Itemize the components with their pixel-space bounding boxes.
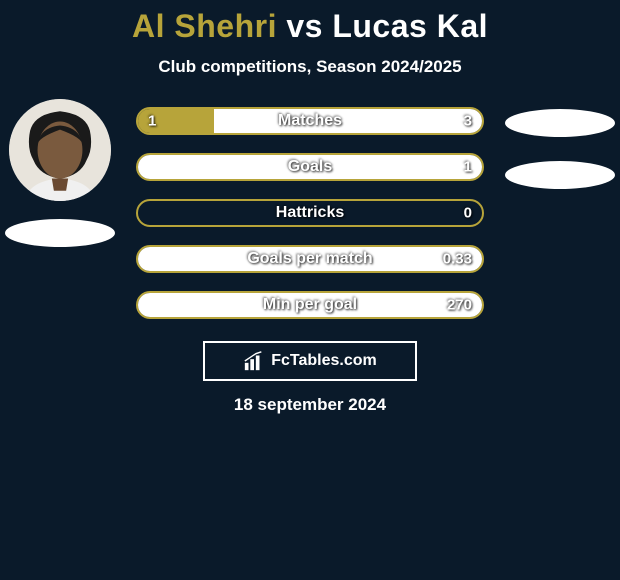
stat-row: Goals per match 0.33 bbox=[136, 245, 484, 273]
stat-label: Matches bbox=[278, 112, 342, 130]
stat-value-right: 270 bbox=[447, 297, 472, 314]
stat-value-right: 3 bbox=[464, 113, 472, 130]
brand-text: FcTables.com bbox=[271, 352, 377, 370]
stat-row: Hattricks 0 bbox=[136, 199, 484, 227]
stat-row: Goals 1 bbox=[136, 153, 484, 181]
stat-label: Min per goal bbox=[263, 296, 357, 314]
player2-club-badge-1 bbox=[505, 109, 615, 137]
player1-club-badge bbox=[5, 219, 115, 247]
stat-label: Goals per match bbox=[247, 250, 372, 268]
chart-icon bbox=[243, 350, 265, 372]
subtitle: Club competitions, Season 2024/2025 bbox=[0, 57, 620, 77]
stat-value-right: 0 bbox=[464, 205, 472, 222]
title-player1: Al Shehri bbox=[132, 8, 277, 44]
stat-label: Goals bbox=[288, 158, 332, 176]
stat-row: Min per goal 270 bbox=[136, 291, 484, 319]
date-text: 18 september 2024 bbox=[234, 395, 386, 415]
player2-club-badge-2 bbox=[505, 161, 615, 189]
player1-avatar bbox=[9, 99, 111, 201]
footer: FcTables.com 18 september 2024 bbox=[0, 341, 620, 415]
comparison-area: 1 Matches 3 Goals 1 Hattricks 0 Goals per match… bbox=[0, 105, 620, 319]
player-left-column bbox=[4, 99, 116, 247]
stat-value-left: 1 bbox=[148, 113, 156, 130]
stat-value-right: 1 bbox=[464, 159, 472, 176]
title-player2: Lucas Kal bbox=[332, 8, 488, 44]
avatar-placeholder-icon bbox=[9, 99, 111, 201]
infographic-container: Al Shehri vs Lucas Kal Club competitions… bbox=[0, 0, 620, 415]
stat-label: Hattricks bbox=[276, 204, 344, 222]
page-title: Al Shehri vs Lucas Kal bbox=[0, 8, 620, 45]
stat-row: 1 Matches 3 bbox=[136, 107, 484, 135]
title-vs: vs bbox=[286, 8, 332, 44]
stats-bars: 1 Matches 3 Goals 1 Hattricks 0 Goals per match… bbox=[136, 105, 484, 319]
brand-box: FcTables.com bbox=[203, 341, 417, 381]
player-right-column bbox=[504, 99, 616, 189]
stat-value-right: 0.33 bbox=[443, 251, 472, 268]
stat-fill-right bbox=[214, 109, 482, 133]
